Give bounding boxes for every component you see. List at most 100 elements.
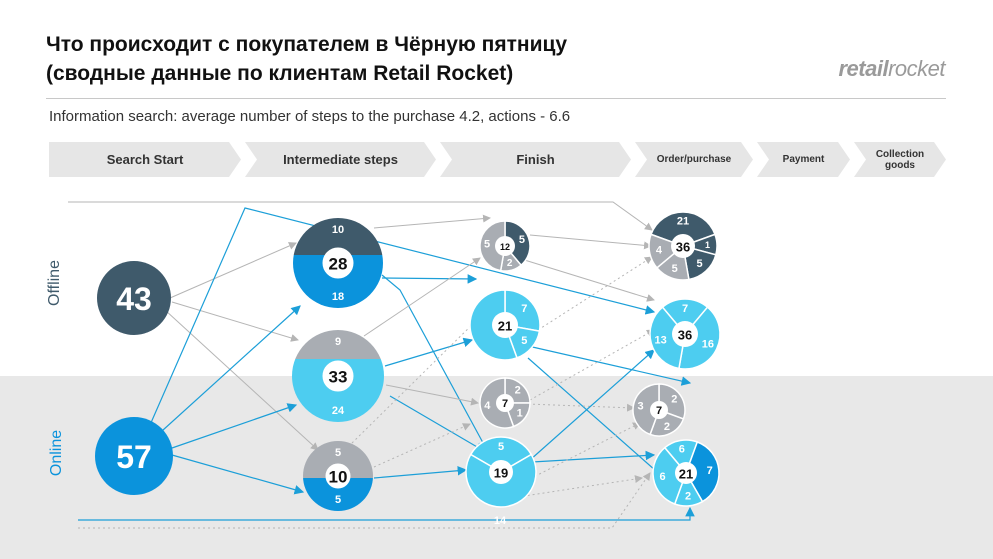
flow-finish-a-to-order-a [529, 234, 652, 250]
node-order-b-value-left: 13 [655, 335, 667, 347]
node-inter-mid-bottom-value: 24 [332, 405, 345, 417]
stage-search-start: Search Start [49, 142, 241, 177]
node-inter-top-center [322, 247, 354, 279]
node-finish-c-center [496, 394, 514, 412]
node-finish-c-value-left: 4 [484, 400, 491, 412]
node-finish-c-total: 7 [502, 398, 508, 410]
node-finish-b-total: 21 [498, 319, 512, 334]
flow-offline-to-inter-top [169, 242, 297, 299]
flow-finish-a-to-order-b [517, 257, 655, 302]
node-order-b-value-top: 7 [682, 303, 688, 315]
node-order-a-segment-4 [648, 233, 685, 269]
flow-online-to-inter-mid [171, 403, 298, 449]
node-order-c-value-right_bottom: 2 [664, 421, 670, 433]
flow-finish-b-to-order-a [537, 256, 653, 331]
flow-online-to-order-b [149, 207, 656, 426]
stage-intermediate-steps: Intermediate steps [245, 142, 436, 177]
node-order-b-center [672, 321, 698, 347]
header-divider [46, 98, 946, 99]
node-order-c-center [650, 401, 668, 419]
flow-inter-mid-to-finish-b [384, 337, 474, 367]
node-order-a-total: 36 [676, 240, 690, 255]
node-order-a-value-top: 21 [677, 216, 689, 228]
node-finish-c-value-right_top: 2 [515, 384, 521, 396]
node-order-b-value-right: 16 [702, 339, 714, 351]
page-title: Что происходит с покупателем в Чёрную пя… [46, 30, 567, 88]
flow-online-to-inter-bot [171, 454, 305, 495]
flow-finish-b-to-order-d [527, 357, 665, 479]
flow-online-to-inter-top [151, 305, 301, 441]
flow-inter-mid-to-finish-d [389, 395, 486, 452]
node-order-d-value-bottom: 2 [685, 491, 691, 503]
node-order-a-value-right: 1 [705, 240, 710, 250]
flow-inter-top-to-finish-d [381, 274, 489, 454]
node-finish-a-value-right: 5 [519, 234, 525, 246]
flow-finish-c-to-order-b [529, 329, 655, 401]
flow-inter-bot-to-finish-b [351, 312, 485, 444]
title-line-2: (сводные данные по клиентам Retail Rocke… [46, 62, 514, 85]
node-order-b-total: 36 [678, 328, 692, 343]
flow-online-to-order-d [78, 506, 695, 521]
node-order-d-value-left: 6 [660, 471, 666, 483]
retailrocket-logo: retailrocket [838, 56, 945, 82]
stage-order-purchase: Order/purchase [635, 142, 753, 177]
node-inter-top-bottom-value: 18 [332, 291, 344, 303]
flow-finish-d-to-order-b [529, 349, 655, 461]
node-finish-b-center [492, 312, 518, 338]
node-finish-a-segment-0 [504, 220, 531, 267]
node-order-c-segment-2 [632, 383, 660, 436]
node-inter-bot-center [325, 463, 351, 489]
flow-inter-top-to-finish-a [373, 214, 491, 229]
node-order-d-segment-3 [652, 446, 687, 505]
node-finish-a-value-bottom: 2 [507, 258, 513, 269]
node-finish-d-center [489, 460, 513, 484]
node-inter-top-top-value: 10 [332, 224, 344, 236]
node-finish-a-total: 12 [500, 242, 510, 252]
node-order-c-total: 7 [656, 405, 662, 417]
node-finish-d-segment-0 [469, 436, 533, 473]
node-finish-b-value-right_bottom: 5 [521, 335, 527, 347]
node-order-d-value-top: 6 [679, 444, 685, 456]
node-order-b-segment-0 [661, 298, 709, 336]
node-order-a-center [671, 234, 695, 258]
flow-offline-to-order-a [68, 201, 653, 231]
node-order-a-segment-0 [650, 211, 716, 247]
node-order-a-value-left: 4 [656, 244, 663, 256]
flow-inter-mid-to-finish-c [385, 384, 479, 406]
subtitle: Information search: average number of st… [49, 108, 571, 125]
node-finish-a-segment-2 [479, 220, 506, 272]
flow-arrows [68, 201, 695, 529]
node-finish-d-total: 19 [494, 466, 508, 481]
node-inter-mid-center [322, 360, 354, 392]
flow-inter-bot-to-finish-c [373, 423, 471, 468]
node-order-d-total: 21 [679, 467, 693, 482]
flow-finish-d-to-order-d-dotted [497, 475, 643, 501]
node-order-d-center [675, 462, 697, 484]
flow-inter-mid-to-finish-a [363, 257, 481, 337]
node-order-d-value-right: 7 [707, 465, 713, 477]
node-finish-c-value-right_bottom: 1 [517, 407, 523, 419]
bottom-flow-value: 14 [494, 515, 507, 527]
stage-collection-goods: Collection goods [854, 142, 946, 177]
node-start-offline-disc [97, 261, 171, 335]
node-finish-d-value-top: 5 [498, 441, 504, 453]
logo-text-light: rocket [888, 56, 945, 81]
node-inter-top-total: 28 [329, 255, 348, 274]
node-inter-bot-total: 10 [329, 468, 348, 487]
node-order-a-value-right_bottom: 5 [696, 258, 702, 270]
node-inter-mid-total: 33 [329, 368, 348, 387]
node-inter-bot-top-value: 5 [335, 447, 341, 459]
node-finish-b-value-right_top: 7 [521, 303, 527, 315]
node-start-online-total: 57 [116, 439, 152, 475]
nodes [95, 211, 721, 511]
node-order-c-value-left: 3 [638, 401, 644, 413]
node-start-offline-total: 43 [116, 281, 152, 317]
flow-inter-top-to-finish-b [381, 274, 478, 284]
node-order-b-segment-2 [649, 306, 686, 370]
node-order-b-segment-1 [678, 306, 721, 370]
flow-inter-bot-to-finish-d [373, 465, 468, 479]
stage-payment: Payment [757, 142, 850, 177]
flow-offline-to-inter-mid [171, 301, 299, 342]
